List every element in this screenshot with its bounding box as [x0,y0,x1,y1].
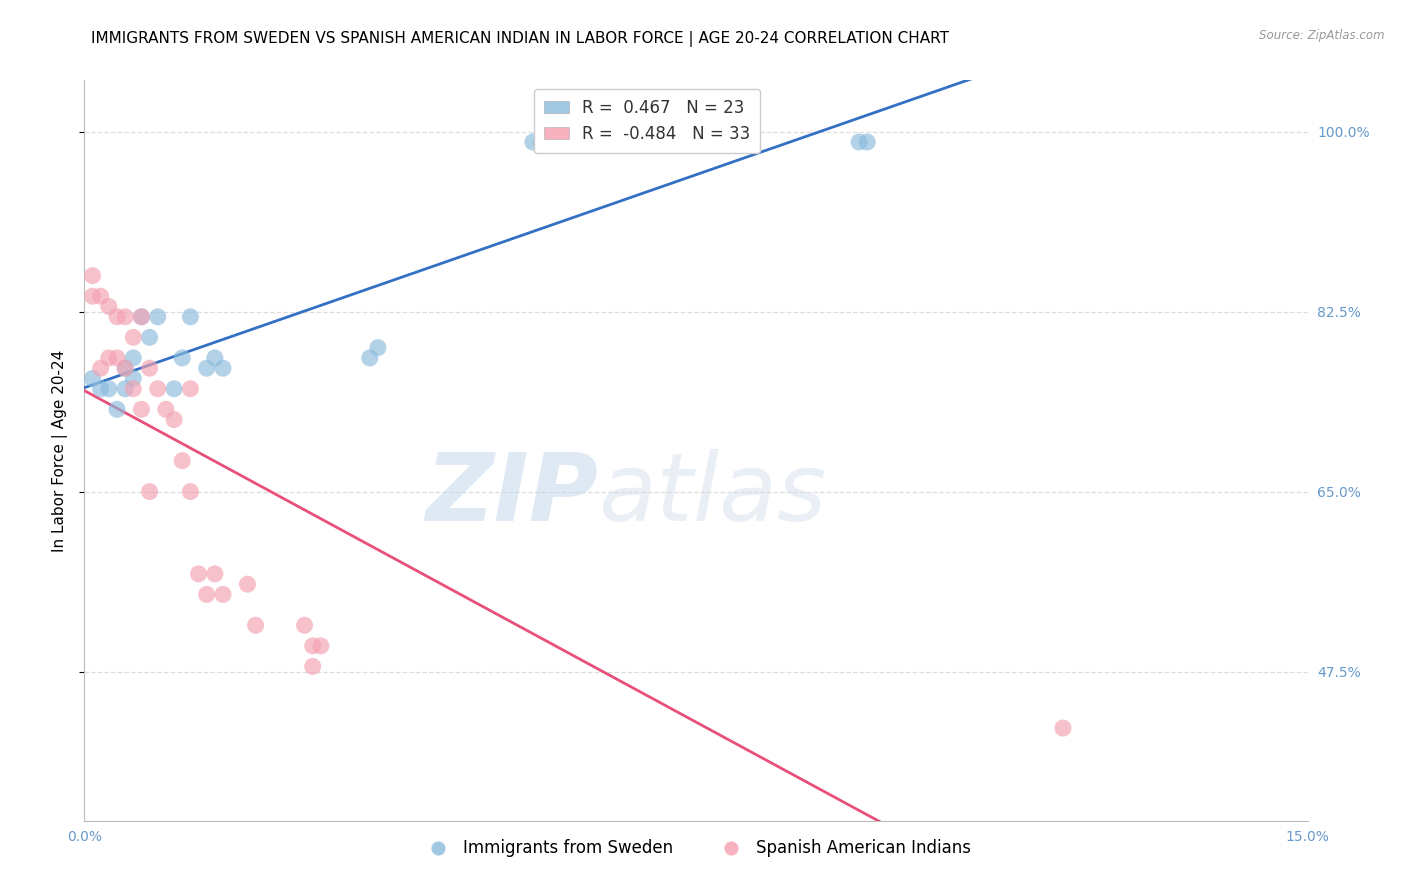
Point [172,454,194,468]
Point [530,135,553,149]
Point [97,351,120,365]
Text: atlas: atlas [598,450,827,541]
Point [856,135,879,149]
Point [204,351,226,365]
Text: IMMIGRANTS FROM SWEDEN VS SPANISH AMERICAN INDIAN IN LABOR FORCE | AGE 20-24 COR: IMMIGRANTS FROM SWEDEN VS SPANISH AMERIC… [91,31,949,47]
Point [212,361,235,376]
Point [172,351,194,365]
Point [131,402,153,417]
Point [146,310,169,324]
Point [114,382,136,396]
Point [105,402,128,417]
Point [195,361,218,376]
Point [138,484,160,499]
Point [163,412,186,426]
Legend: Immigrants from Sweden, Spanish American Indians: Immigrants from Sweden, Spanish American… [415,833,977,864]
Point [359,351,381,365]
Point [146,382,169,396]
Point [90,361,112,376]
Point [97,382,120,396]
Point [195,587,218,601]
Point [122,382,145,396]
Point [163,382,186,396]
Point [131,310,153,324]
Point [236,577,259,591]
Point [522,135,544,149]
Point [309,639,332,653]
Point [138,361,160,376]
Point [97,300,120,314]
Point [122,371,145,385]
Point [82,268,104,283]
Point [114,361,136,376]
Point [367,341,389,355]
Point [1052,721,1074,735]
Text: ZIP: ZIP [425,449,598,541]
Text: Source: ZipAtlas.com: Source: ZipAtlas.com [1260,29,1385,42]
Point [179,310,201,324]
Point [114,361,136,376]
Point [155,402,177,417]
Y-axis label: In Labor Force | Age 20-24: In Labor Force | Age 20-24 [52,350,69,551]
Point [122,330,145,344]
Point [179,382,201,396]
Point [114,310,136,324]
Point [138,330,160,344]
Point [212,587,235,601]
Point [82,289,104,303]
Point [105,351,128,365]
Point [179,484,201,499]
Point [294,618,316,632]
Point [90,382,112,396]
Point [105,310,128,324]
Point [301,659,323,673]
Point [82,371,104,385]
Point [90,289,112,303]
Point [204,566,226,581]
Point [301,639,323,653]
Point [245,618,267,632]
Point [131,310,153,324]
Point [848,135,870,149]
Point [187,566,209,581]
Point [122,351,145,365]
